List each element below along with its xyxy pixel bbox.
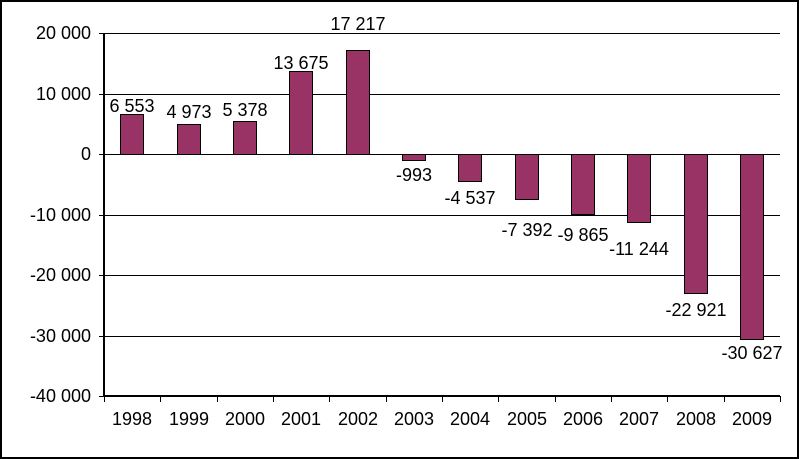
data-label-2001: 13 675 [273, 53, 329, 73]
y-axis-tick [99, 215, 106, 216]
x-axis-tick [160, 396, 161, 402]
gridline [104, 94, 780, 95]
bar-2009 [740, 154, 764, 340]
bar-2002 [346, 50, 370, 155]
x-axis-tick [498, 396, 499, 402]
x-axis-tick [667, 396, 668, 402]
x-axis-label-2007: 2007 [618, 409, 660, 429]
y-axis-tick [99, 336, 106, 337]
gridline [104, 33, 780, 34]
y-axis-tick [99, 275, 106, 276]
x-axis-tick [329, 396, 330, 402]
y-axis-tick-label: 20 000 [35, 23, 91, 43]
data-label-2007: -11 244 [609, 239, 669, 259]
x-axis-label-2009: 2009 [731, 409, 773, 429]
x-axis-label-2005: 2005 [506, 409, 548, 429]
x-axis-label-2004: 2004 [449, 409, 491, 429]
x-axis-label-1999: 1999 [168, 409, 210, 429]
gridline [104, 275, 780, 276]
data-label-2006: -9 865 [557, 225, 609, 245]
y-axis-tick-label: 0 [80, 144, 91, 164]
bar-2001 [289, 71, 313, 155]
y-axis-line [103, 33, 105, 396]
data-label-2009: -30 627 [721, 343, 783, 363]
y-axis-tick [99, 94, 106, 95]
bar-2007 [627, 154, 651, 223]
x-axis-tick [217, 396, 218, 402]
data-label-2000: 5 378 [222, 100, 268, 120]
bar-1998 [120, 114, 144, 155]
x-axis-label-2008: 2008 [675, 409, 717, 429]
x-axis-tick [780, 396, 781, 402]
gridline [104, 154, 780, 155]
gridline [104, 215, 780, 216]
y-axis-tick [99, 396, 106, 397]
x-axis-label-2001: 2001 [280, 409, 322, 429]
x-axis-tick [611, 396, 612, 402]
x-axis-label-2000: 2000 [224, 409, 266, 429]
x-axis-tick [104, 396, 105, 402]
x-axis-tick [555, 396, 556, 402]
data-label-1999: 4 973 [166, 102, 212, 122]
data-label-1998: 6 553 [109, 96, 155, 116]
x-axis-label-2002: 2002 [337, 409, 379, 429]
y-axis-tick-label: -40 000 [29, 386, 91, 406]
bar-2006 [571, 154, 595, 215]
data-label-2003: -993 [395, 165, 433, 185]
y-axis-tick-label: -20 000 [29, 265, 91, 285]
data-label-2005: -7 392 [501, 220, 553, 240]
bar-1999 [177, 124, 201, 155]
y-axis-tick [99, 154, 106, 155]
y-axis-tick [99, 33, 106, 34]
y-axis-tick-label: -30 000 [29, 326, 91, 346]
x-axis-tick [724, 396, 725, 402]
data-label-2004: -4 537 [444, 188, 496, 208]
x-axis-label-1998: 1998 [111, 409, 153, 429]
bar-2005 [515, 154, 539, 200]
x-axis-tick [273, 396, 274, 402]
y-axis-tick-label: -10 000 [29, 205, 91, 225]
x-axis-tick [386, 396, 387, 402]
bar-2008 [684, 154, 708, 294]
x-axis-label-2006: 2006 [562, 409, 604, 429]
data-label-2008: -22 921 [665, 300, 727, 320]
y-axis-tick-label: 10 000 [35, 84, 91, 104]
data-label-2002: 17 217 [330, 14, 386, 34]
bar-2004 [458, 154, 482, 182]
x-axis-label-2003: 2003 [393, 409, 435, 429]
bar-2000 [233, 121, 257, 155]
gridline [104, 336, 780, 337]
bar-2003 [402, 154, 426, 161]
x-axis-tick [442, 396, 443, 402]
